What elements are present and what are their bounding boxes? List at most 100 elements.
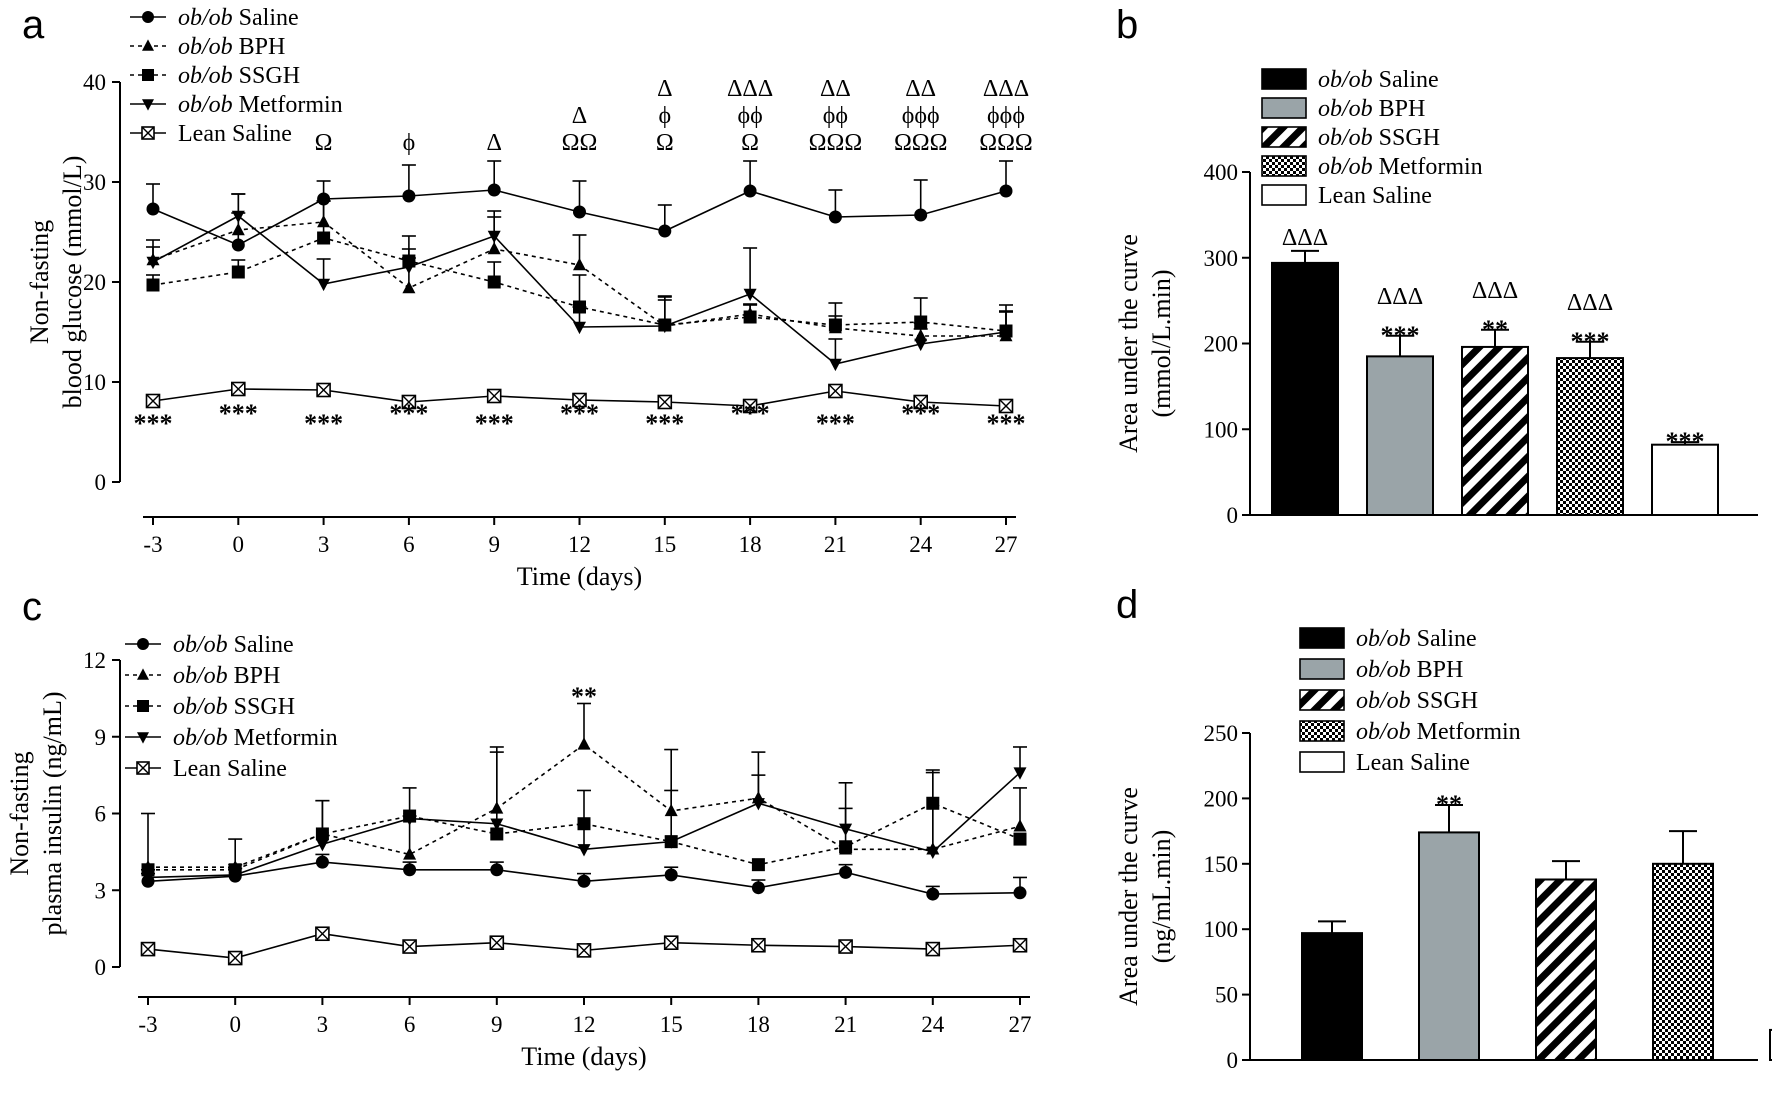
x-tick-label: -3 [138, 1012, 157, 1037]
bar-rect [1556, 357, 1624, 517]
x-tick-label: 3 [318, 532, 330, 557]
bar-rect [1535, 878, 1597, 1061]
data-point-shape [658, 320, 672, 334]
data-point [913, 394, 929, 410]
data-point [403, 813, 417, 826]
legend-marker-shape [137, 700, 149, 712]
significance-annotation: Ω [741, 130, 759, 156]
data-point [490, 863, 504, 877]
y-tick-label: 200 [1204, 786, 1239, 811]
data-point [231, 381, 246, 397]
data-point [487, 183, 501, 197]
significance-annotation: *** [1381, 321, 1420, 350]
x-tick-label: 0 [233, 532, 245, 557]
legend-swatch [1261, 97, 1307, 119]
data-point [315, 855, 329, 869]
data-point [231, 238, 245, 252]
data-point-shape [751, 858, 765, 872]
y-tick-label: 0 [1227, 503, 1239, 528]
y-tick-label: 200 [1204, 332, 1239, 357]
data-point [316, 382, 331, 398]
data-point [403, 847, 417, 860]
significance-annotation: ** [1482, 315, 1508, 344]
data-point [315, 926, 330, 942]
data-point [572, 392, 587, 408]
data-point-shape [999, 184, 1013, 198]
data-point [227, 950, 243, 966]
y-axis-title: (ng/mL.min) [1147, 830, 1176, 964]
significance-annotation: *** [1666, 427, 1705, 456]
significance-annotation: *** [1571, 327, 1610, 356]
legend-marker-shape [137, 732, 149, 744]
data-point [828, 383, 843, 399]
legend-swatch [1261, 126, 1307, 148]
x-tick-label: 18 [739, 532, 762, 557]
data-point-shape [228, 869, 242, 883]
bar-1: ** [1418, 790, 1480, 1062]
legend-marker [142, 39, 154, 51]
significance-annotation: ϕϕϕ [902, 103, 940, 129]
legend-swatch [1261, 68, 1307, 90]
legend-label: Lean Saline [1318, 183, 1432, 209]
data-point [146, 256, 160, 270]
x-tick-label: 18 [747, 1012, 770, 1037]
data-point [839, 865, 853, 879]
y-tick-label: 20 [83, 270, 106, 295]
significance-annotation: ** [571, 682, 597, 711]
data-point-cross-2 [146, 394, 160, 408]
legend-marker [142, 69, 154, 81]
legend-label: ob/ob BPH [1356, 657, 1463, 683]
bar-rect [1301, 932, 1363, 1062]
legend-label: ob/ob Metformin [1318, 154, 1483, 180]
legend-label: ob/ob SSGH [178, 63, 300, 89]
significance-annotation: ΔΔΔ [727, 76, 773, 102]
data-point-shape [146, 256, 160, 270]
legend-marker-shape [142, 99, 154, 111]
x-tick-label: 9 [491, 1012, 503, 1037]
data-point [828, 358, 842, 372]
legend-label: ob/ob BPH [1318, 96, 1425, 122]
data-point-shape [926, 887, 940, 901]
y-tick-label: 0 [95, 955, 107, 980]
data-point-shape [658, 224, 672, 238]
data-point [490, 827, 504, 841]
legend-marker-cross-2 [141, 126, 155, 140]
significance-annotation: ** [1436, 790, 1462, 819]
x-tick-label: 27 [1009, 1012, 1032, 1037]
x-tick-label: 21 [834, 1012, 857, 1037]
data-point [487, 230, 501, 244]
y-tick-label: 10 [83, 370, 106, 395]
legend-label: ob/ob Saline [1318, 67, 1439, 93]
data-point [577, 737, 591, 750]
significance-annotation: *** [816, 409, 855, 438]
x-tick-label: 21 [824, 532, 847, 557]
significance-annotation: ΔΔΔ [1377, 284, 1423, 310]
data-point-shape [743, 288, 757, 302]
x-tick-label: -3 [143, 532, 162, 557]
data-point-shape [487, 275, 501, 289]
data-point-cross-2 [999, 399, 1013, 413]
data-point [401, 394, 417, 410]
legend-marker [136, 761, 150, 775]
significance-annotation: *** [560, 399, 599, 428]
legend-label: ob/ob Metformin [1356, 719, 1521, 745]
data-point-cross-2 [1013, 938, 1027, 953]
y-tick-label: 250 [1204, 721, 1239, 746]
data-point [577, 844, 591, 857]
series-0 [146, 160, 1013, 252]
data-point [743, 184, 757, 198]
legend: ob/ob Saline ob/ob BPH ob/ob SSGH ob/ob Met… [1261, 67, 1483, 209]
data-point [402, 189, 416, 203]
data-point-shape [490, 863, 504, 877]
y-axis-title: (mmol/L.min) [1147, 269, 1176, 417]
data-point [317, 278, 331, 292]
bar-0: ΔΔΔ [1271, 225, 1339, 516]
legend: ob/ob Saline ob/ob BPH ob/ob SSGH ob/ob Met… [130, 5, 343, 147]
data-point-shape [573, 321, 586, 335]
data-point-shape [487, 241, 501, 255]
significance-annotation: ΩΩΩ [894, 130, 948, 156]
significance-annotation: ΔΔΔ [983, 76, 1029, 102]
x-tick-label: 3 [317, 1012, 329, 1037]
data-point [487, 275, 501, 289]
legend-label: ob/ob SSGH [173, 694, 295, 720]
